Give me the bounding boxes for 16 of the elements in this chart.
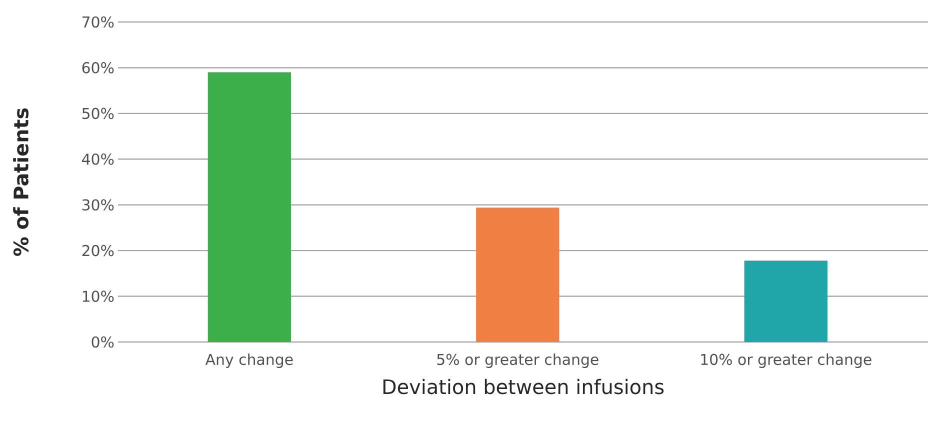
x-axis-title: Deviation between infusions xyxy=(383,378,664,394)
y-axis-title: % of Patients xyxy=(13,108,29,256)
x-tick-label: 5% or greater change xyxy=(437,354,598,368)
bar xyxy=(744,260,828,342)
y-tick-label: 70% xyxy=(82,16,114,28)
x-tick-label: Any change xyxy=(205,354,293,368)
y-tick-label: 30% xyxy=(82,199,114,211)
y-tick-label: 40% xyxy=(82,153,114,165)
x-tick-label: 10% or greater change xyxy=(701,354,872,368)
y-tick-label: 50% xyxy=(82,108,114,120)
y-tick-label: 10% xyxy=(82,290,114,302)
y-tick-label: 60% xyxy=(82,62,114,74)
y-tick-label: 20% xyxy=(82,244,114,256)
y-tick-label: 0% xyxy=(92,336,114,348)
bar xyxy=(476,208,560,342)
bar xyxy=(208,72,292,342)
